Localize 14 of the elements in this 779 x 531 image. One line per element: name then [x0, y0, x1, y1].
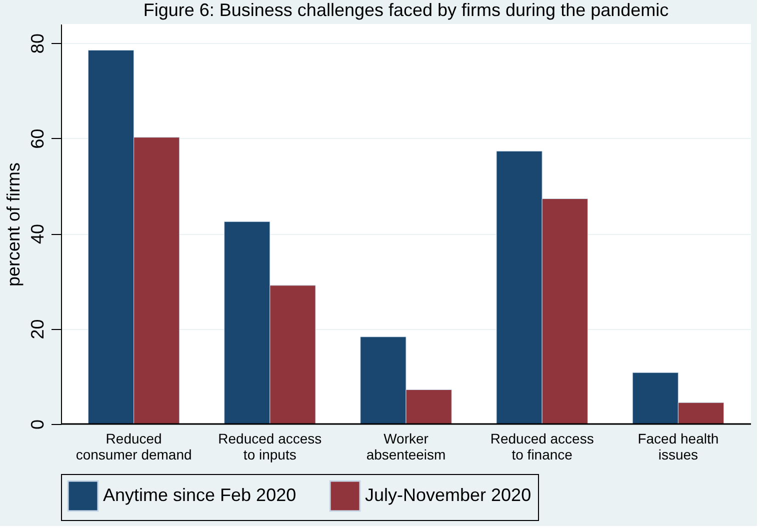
- y-tick-label: 80: [28, 34, 48, 54]
- x-tick-label: Reduced access to finance: [490, 430, 594, 462]
- x-tick-label: Reduced access to inputs: [218, 430, 322, 462]
- y-axis-title: percent of firms: [4, 162, 24, 287]
- y-tick-label: 40: [28, 224, 48, 244]
- x-tick-label: Worker absenteeism: [366, 430, 446, 462]
- x-tick-label: Faced health issues: [638, 430, 719, 462]
- x-tick-label: Reduced consumer demand: [76, 430, 192, 462]
- chart-title: Figure 6: Business challenges faced by firms during the pandemic: [143, 0, 669, 20]
- y-tick-label: 0: [28, 419, 48, 430]
- legend-label: Anytime since Feb 2020: [103, 485, 296, 505]
- y-tick-label: 20: [28, 319, 48, 340]
- legend-label: July-November 2020: [365, 485, 532, 505]
- y-tick-label: 60: [28, 128, 48, 149]
